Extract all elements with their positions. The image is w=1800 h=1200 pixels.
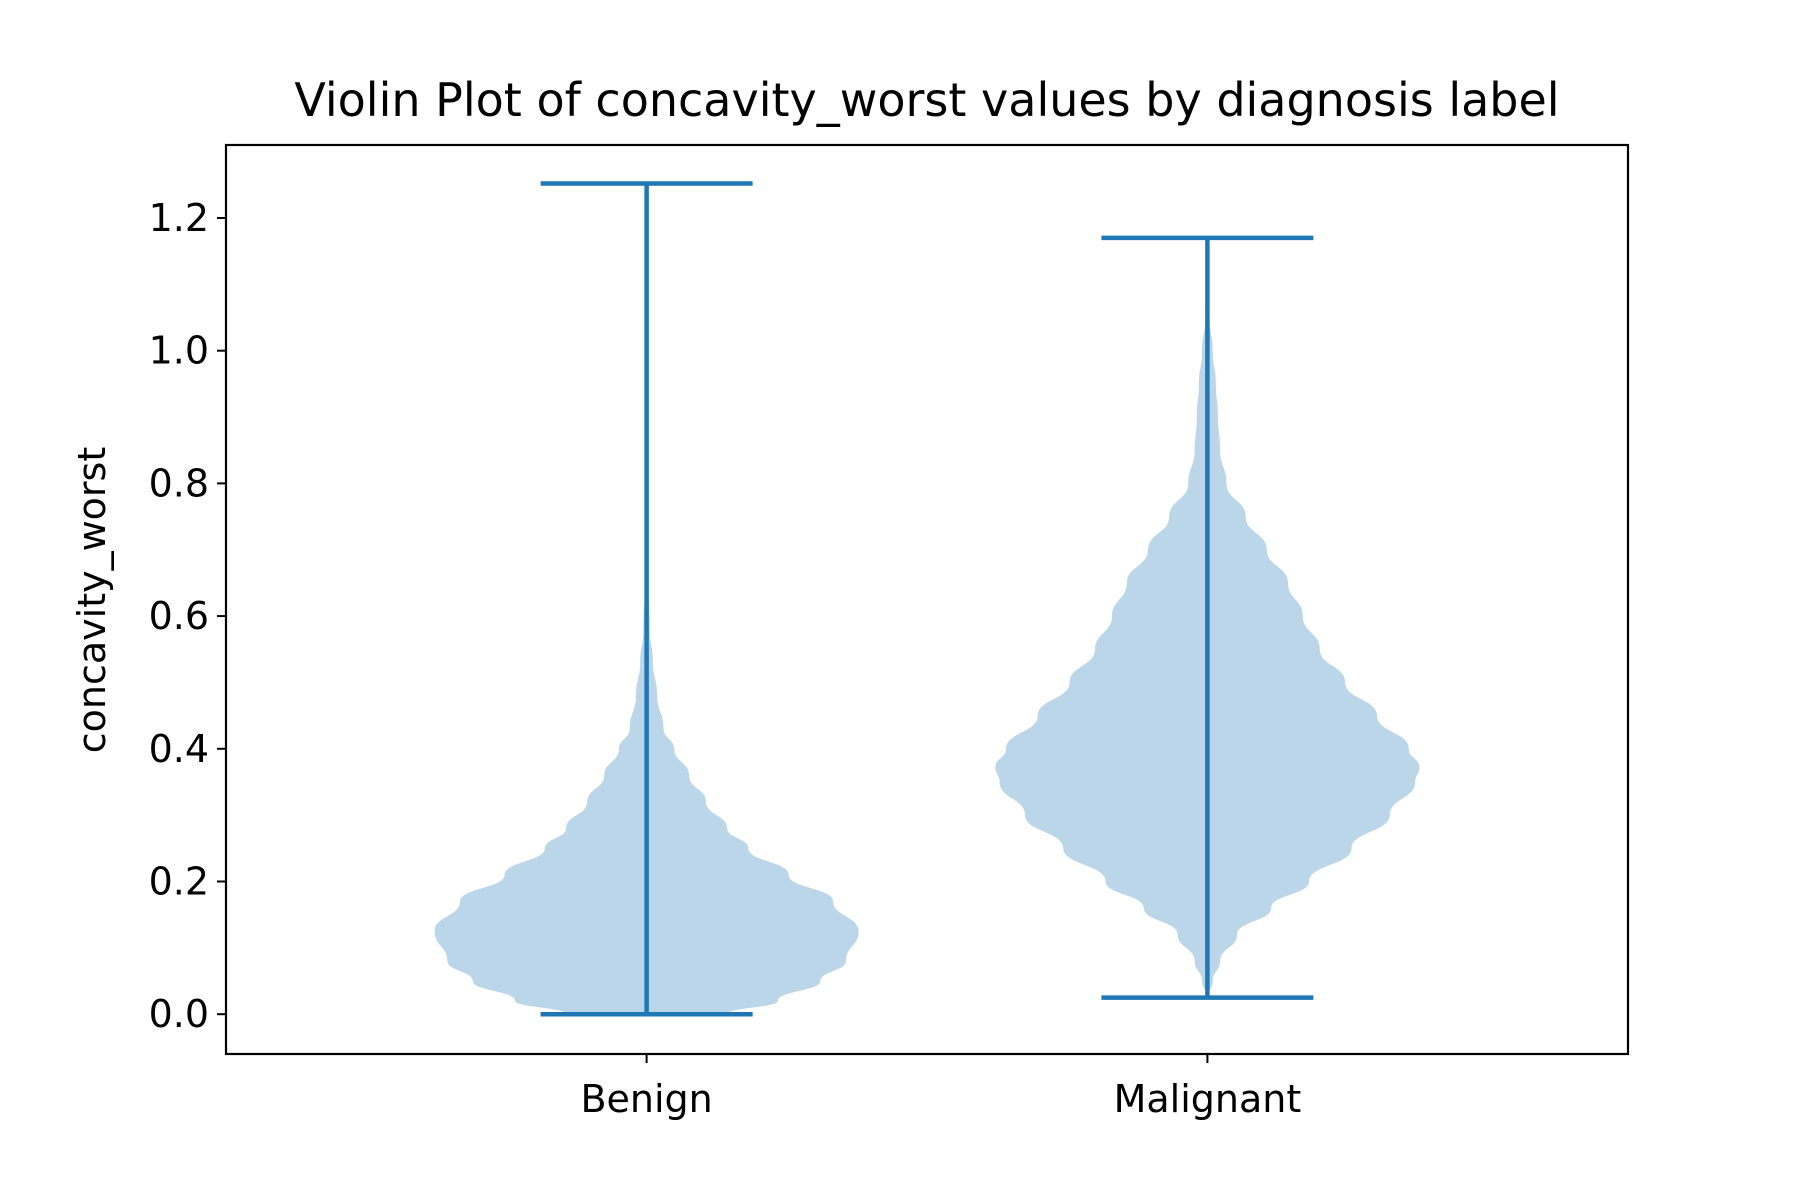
chart-title: Violin Plot of concavity_worst values by… (294, 73, 1559, 127)
y-tick-label: 1.0 (149, 329, 209, 373)
y-tick-label: 0.2 (149, 859, 209, 903)
x-tick-label: Malignant (1114, 1077, 1302, 1121)
y-tick-label: 0.6 (149, 594, 209, 638)
y-axis-label: concavity_worst (70, 447, 114, 754)
axes-frame (224, 143, 1630, 1056)
plot-area (434, 181, 1420, 1017)
y-tick-label: 0.4 (149, 727, 209, 771)
y-tick-label: 0.8 (149, 461, 209, 505)
y-axis: 0.0 0.2 0.4 0.6 0.8 1.0 1.2 (149, 196, 226, 1036)
y-tick-label: 1.2 (149, 196, 209, 240)
y-tick-label: 0.0 (149, 992, 209, 1036)
x-tick-label: Benign (580, 1077, 712, 1121)
x-axis: Benign Malignant (580, 1054, 1301, 1121)
